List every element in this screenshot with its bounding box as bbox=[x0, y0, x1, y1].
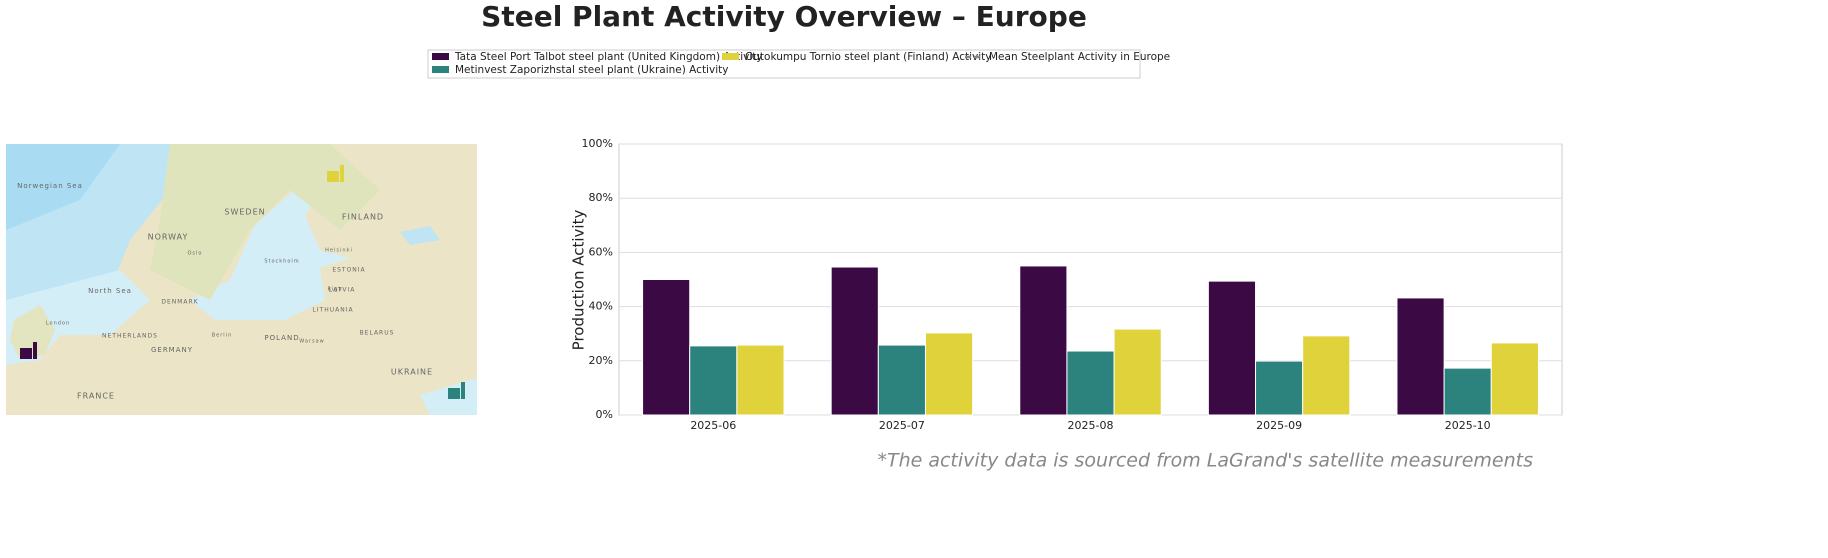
bar bbox=[1066, 350, 1115, 416]
map-label: Warsaw bbox=[299, 339, 325, 345]
map-deep-sea bbox=[6, 144, 120, 230]
map-label: FRANCE bbox=[77, 392, 115, 401]
map-label: NORWAY bbox=[148, 233, 189, 242]
map-label: NETHERLANDS bbox=[102, 333, 158, 340]
y-tick-label: 0% bbox=[596, 408, 613, 421]
map-label: Norwegian Sea bbox=[17, 182, 83, 190]
map-label: LATVIA bbox=[329, 287, 356, 294]
map-label: Helsinki bbox=[325, 248, 353, 254]
chart-title: Steel Plant Activity Overview – Europe bbox=[481, 0, 1087, 33]
y-tick-label: 40% bbox=[589, 300, 613, 313]
bar bbox=[1396, 297, 1445, 416]
map-label: SWEDEN bbox=[224, 208, 265, 217]
map-label: North Sea bbox=[88, 287, 132, 295]
legend-box bbox=[427, 49, 1141, 79]
bar bbox=[1113, 328, 1162, 416]
y-axis-label: Production Activity bbox=[570, 210, 588, 351]
legend-swatch bbox=[722, 53, 739, 60]
map-land bbox=[150, 144, 380, 300]
map-label: Oslo bbox=[188, 251, 203, 257]
map-lake bbox=[400, 226, 440, 245]
map-label: DENMARK bbox=[161, 299, 198, 306]
map-label: London bbox=[46, 321, 70, 327]
bar bbox=[1207, 280, 1257, 416]
x-tick-label: 2025-09 bbox=[1256, 419, 1302, 432]
legend-label: Metinvest Zaporizhstal steel plant (Ukra… bbox=[455, 64, 728, 76]
bar bbox=[1302, 335, 1351, 416]
bar bbox=[736, 344, 785, 416]
map-label: BELARUS bbox=[360, 330, 395, 337]
bar bbox=[1255, 360, 1304, 416]
legend-label: Tata Steel Port Talbot steel plant (Unit… bbox=[454, 51, 763, 63]
bar bbox=[642, 279, 691, 416]
map-label: Stockholm bbox=[264, 259, 299, 265]
x-tick-label: 2025-08 bbox=[1068, 419, 1114, 432]
bar bbox=[1490, 342, 1539, 416]
y-tick-label: 80% bbox=[589, 191, 613, 204]
plant-icon bbox=[20, 348, 32, 359]
y-tick-label: 20% bbox=[589, 354, 613, 367]
map-label: FINLAND bbox=[342, 213, 384, 222]
plant-icon bbox=[327, 171, 339, 182]
x-tick-label: 2025-10 bbox=[1445, 419, 1491, 432]
x-tick-label: 2025-06 bbox=[690, 419, 736, 432]
bar bbox=[830, 266, 879, 416]
plant-icon bbox=[448, 388, 460, 399]
map-label: Berlin bbox=[212, 333, 233, 339]
y-tick-label: 100% bbox=[582, 137, 613, 150]
plant-icon bbox=[33, 342, 37, 359]
map-label: POLAND bbox=[264, 334, 299, 342]
bar bbox=[877, 344, 926, 416]
plant-icon bbox=[340, 165, 344, 182]
legend-label: Mean Steelplant Activity in Europe bbox=[989, 51, 1170, 63]
y-tick-label: 60% bbox=[589, 245, 613, 258]
map-label: ESTONIA bbox=[332, 267, 365, 274]
bar bbox=[1019, 265, 1068, 416]
legend-label: Outokumpu Tornio steel plant (Finland) A… bbox=[745, 51, 991, 63]
plant-icon bbox=[461, 382, 465, 399]
map-land bbox=[10, 305, 55, 360]
bar bbox=[689, 345, 738, 416]
map-label: LITHUANIA bbox=[312, 307, 353, 314]
bar bbox=[924, 332, 974, 416]
legend-swatch bbox=[432, 66, 449, 73]
bar bbox=[1443, 367, 1492, 416]
map-label: UKRAINE bbox=[391, 368, 433, 377]
map-label: Riga bbox=[327, 287, 342, 293]
map-label: GERMANY bbox=[151, 346, 193, 354]
legend-swatch bbox=[432, 53, 449, 60]
footnote: *The activity data is sourced from LaGra… bbox=[877, 450, 1533, 472]
map: Norwegian Sea SWEDEN FINLAND NORWAY North Se… bbox=[6, 144, 477, 415]
x-tick-label: 2025-07 bbox=[879, 419, 925, 432]
